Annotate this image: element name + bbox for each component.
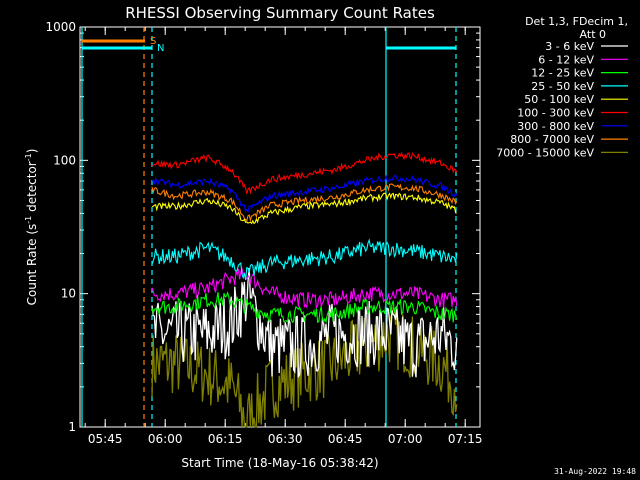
y-tick-label: 100 <box>53 153 76 167</box>
legend-label: 800 - 7000 keV <box>510 133 594 146</box>
series-line-0 <box>151 268 458 379</box>
series-line-6 <box>151 174 458 214</box>
axis-ticks: 05:45 06:00 06:15 06:30 06:45 07:00 07:15 1 10 10… <box>45 20 482 446</box>
x-tick-label: 07:00 <box>388 432 423 446</box>
chart-title: RHESSI Observing Summary Count Rates <box>125 4 435 22</box>
legend-label: 100 - 300 keV <box>517 107 594 120</box>
legend-label: 25 - 50 keV <box>531 80 594 93</box>
series-line-4 <box>151 192 457 225</box>
series-layer <box>151 151 458 428</box>
y-axis-label: Count Rate (s-1 detector-1) <box>24 149 39 306</box>
x-tick-label: 06:15 <box>208 432 243 446</box>
legend-header-line1: Det 1,3, FDecim 1, <box>525 15 628 28</box>
flag-label-n: N <box>157 43 164 54</box>
time-markers: SN <box>81 27 457 427</box>
series-line-3 <box>151 238 458 280</box>
legend-label: 300 - 800 keV <box>517 120 594 133</box>
legend-label: 3 - 6 keV <box>545 40 594 53</box>
x-tick-label: 06:45 <box>328 432 363 446</box>
legend-label: 7000 - 15000 keV <box>496 146 594 159</box>
x-tick-label: 07:15 <box>448 432 483 446</box>
flag-label-s: S <box>150 36 156 47</box>
legend-header-line2: Att 0 <box>580 28 606 41</box>
plot-frame <box>79 26 481 428</box>
x-tick-label: 05:45 <box>88 432 123 446</box>
legend-label: 6 - 12 keV <box>538 53 594 66</box>
footer-date: 31-Aug-2022 19:48 <box>554 467 636 476</box>
x-tick-label: 06:30 <box>268 432 303 446</box>
y-tick-label: 10 <box>61 287 76 301</box>
y-tick-label: 1000 <box>45 20 76 34</box>
legend-label: 50 - 100 keV <box>524 93 594 106</box>
x-tick-label: 06:00 <box>148 432 183 446</box>
legend-label: 12 - 25 keV <box>531 67 594 80</box>
series-line-5 <box>151 151 458 195</box>
x-axis-label: Start Time (18-May-16 05:38:42) <box>181 456 378 470</box>
y-tick-label: 1 <box>68 420 76 434</box>
series-line-2 <box>151 291 458 324</box>
series-line-7 <box>151 183 458 223</box>
series-line-8 <box>151 306 458 428</box>
series-line-1 <box>151 266 458 310</box>
